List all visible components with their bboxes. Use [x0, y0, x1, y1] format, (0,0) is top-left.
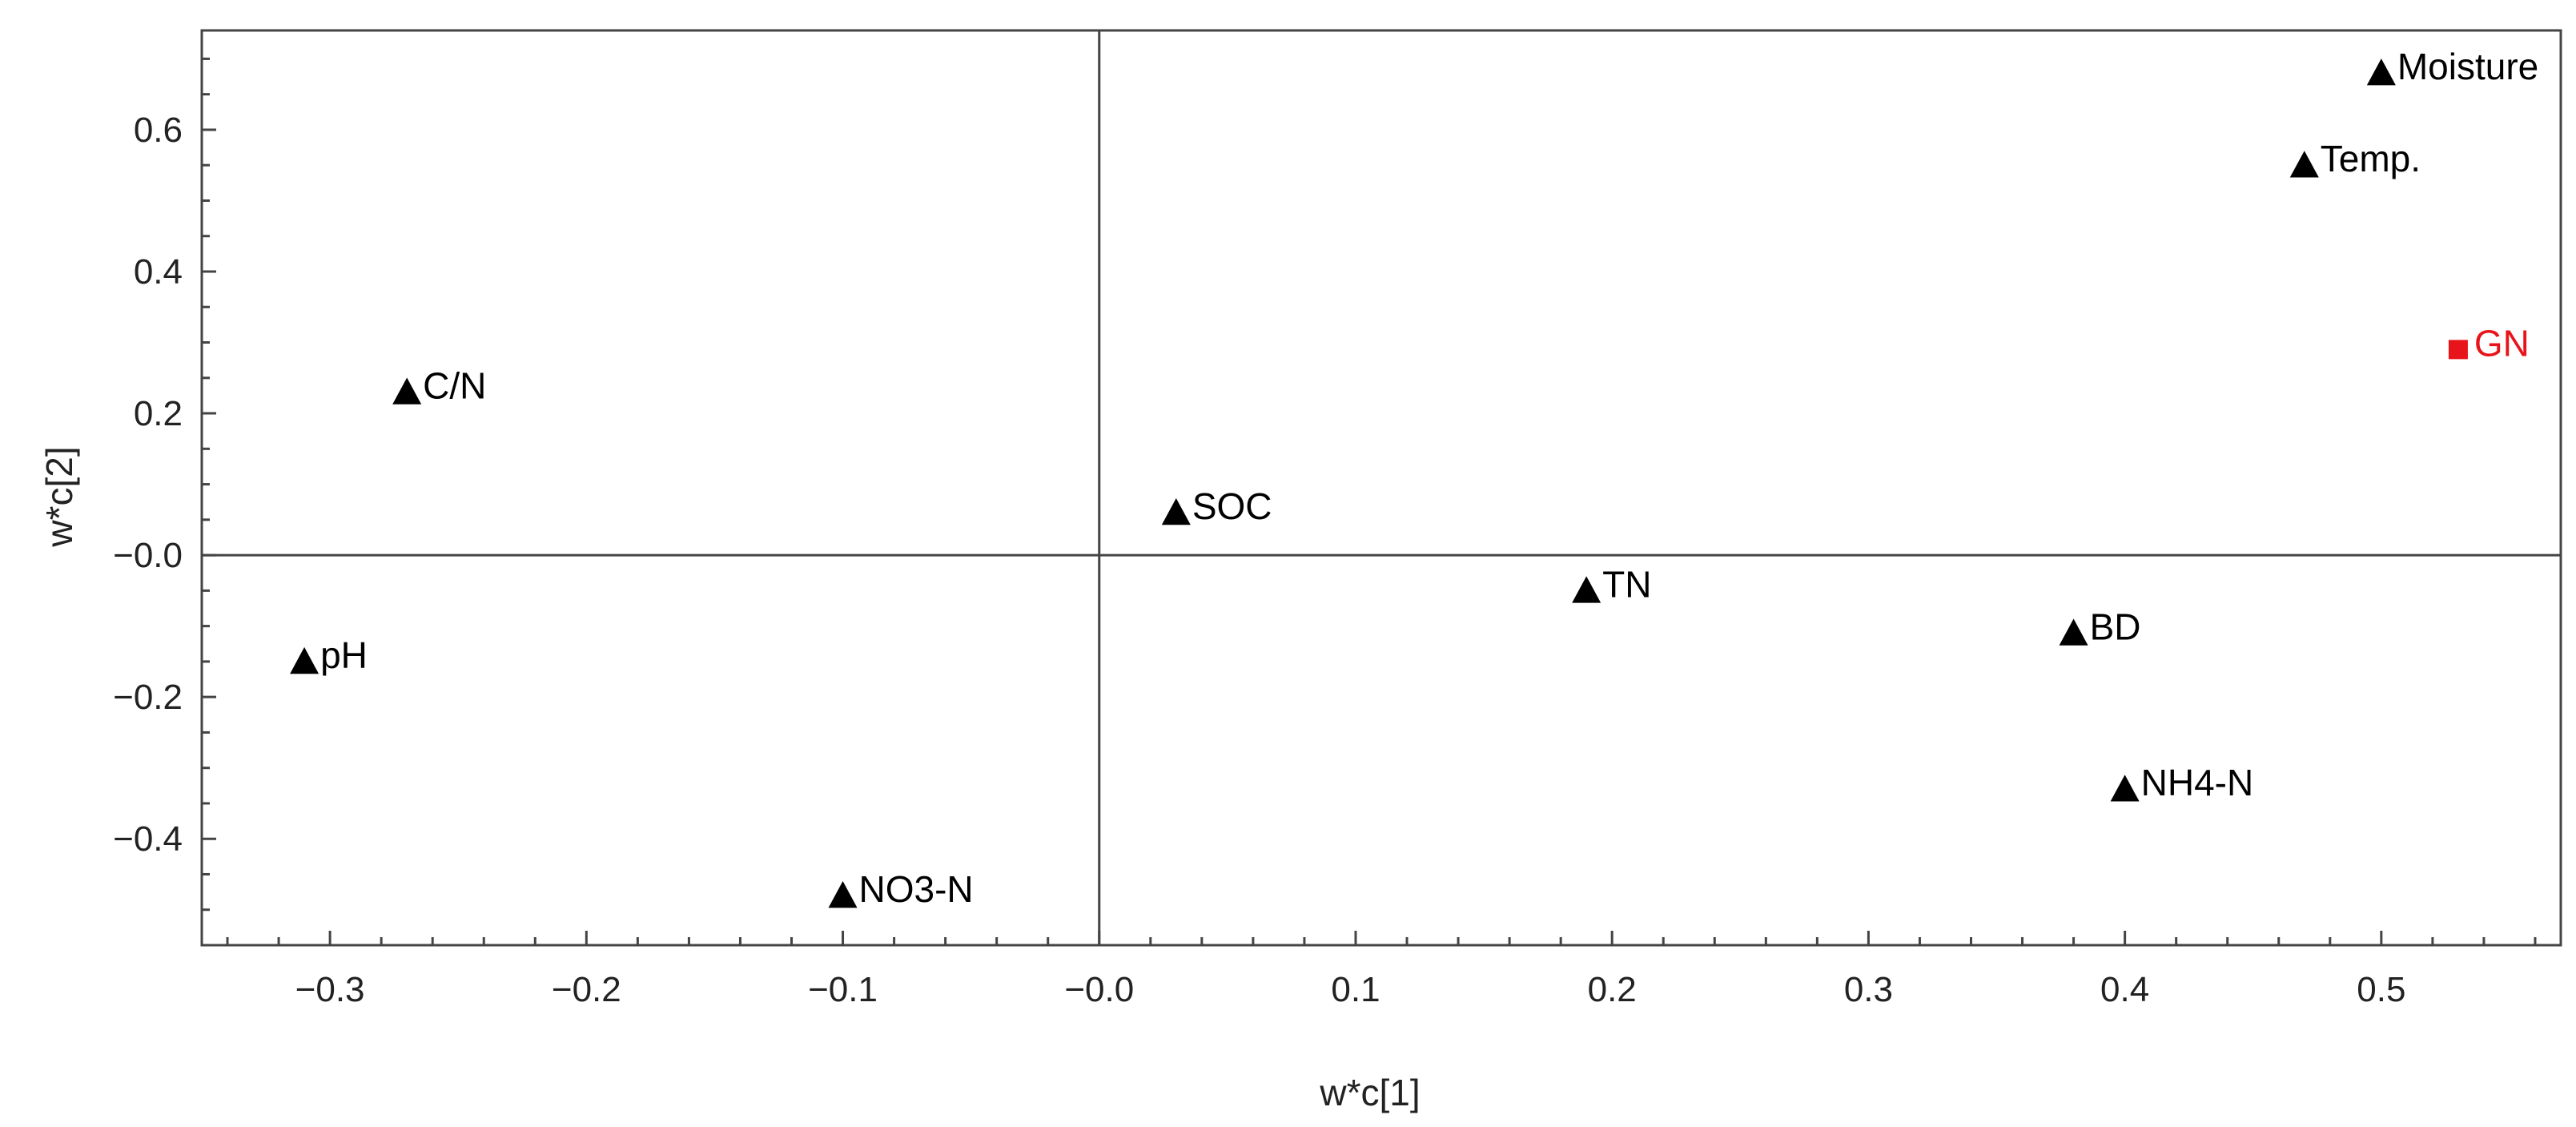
point-label: pH [320, 634, 368, 676]
data-point: TN [1572, 563, 1652, 605]
x-tick-label: −0.1 [808, 970, 878, 1009]
point-label: Temp. [2321, 138, 2421, 179]
point-label: TN [1602, 563, 1651, 605]
triangle-marker [2110, 775, 2140, 802]
point-label: GN [2474, 322, 2530, 364]
data-point: Temp. [2289, 138, 2421, 179]
y-tick-labels: 0.6 0.4 0.2 −0.0 −0.2 −0.4 [113, 111, 183, 859]
y-tick-label: 0.6 [134, 111, 183, 150]
triangle-marker [1572, 576, 1601, 603]
point-label: Moisture [2397, 46, 2538, 87]
point-label: NO3-N [859, 868, 974, 910]
point-label: SOC [1192, 485, 1272, 527]
data-point: SOC [1161, 485, 1272, 527]
point-label: BD [2090, 606, 2141, 647]
y-axis-label: w*c[2] [38, 446, 80, 547]
triangle-marker [2059, 618, 2088, 646]
triangle-marker [392, 377, 422, 405]
reference-lines [202, 30, 2561, 945]
data-points: Moisture Temp. GN C/N SOC TN BD pH NH4-N NO3-N [290, 46, 2538, 910]
data-point: NO3-N [828, 868, 974, 910]
y-tick-label: −0.0 [113, 536, 183, 575]
x-axis-label: w*c[1] [1319, 1072, 1420, 1113]
x-tick-label: 0.5 [2357, 970, 2405, 1009]
triangle-marker [828, 881, 858, 908]
x-tick-label: −0.2 [552, 970, 621, 1009]
y-tick-label: −0.2 [113, 678, 183, 717]
x-tick-label: −0.0 [1064, 970, 1134, 1009]
y-axis-ticks [202, 57, 216, 947]
point-label: NH4-N [2141, 762, 2254, 803]
point-label: C/N [423, 364, 486, 406]
data-point: C/N [392, 364, 486, 406]
triangle-marker [290, 646, 319, 674]
data-point: NH4-N [2110, 762, 2254, 803]
plot-frame [200, 29, 2562, 947]
x-tick-label: 0.1 [1331, 970, 1380, 1009]
y-tick-label: −0.4 [113, 819, 183, 859]
data-point: GN [2448, 322, 2530, 364]
x-tick-label: 0.4 [2100, 970, 2149, 1009]
x-tick-labels: −0.3 −0.2 −0.1 −0.0 0.1 0.2 0.3 0.4 0.5 [295, 970, 2406, 1009]
data-point: Moisture [2366, 46, 2538, 87]
x-axis-ticks [226, 931, 2537, 945]
square-marker [2448, 340, 2468, 360]
x-tick-label: 0.2 [1588, 970, 1637, 1009]
y-tick-label: 0.2 [134, 394, 183, 433]
x-tick-label: 0.3 [1844, 970, 1893, 1009]
data-point: BD [2059, 606, 2141, 647]
x-tick-label: −0.3 [295, 970, 365, 1009]
data-point: pH [290, 634, 368, 676]
triangle-marker [1161, 497, 1191, 525]
y-tick-label: 0.4 [134, 252, 183, 292]
triangle-marker [2289, 151, 2319, 178]
triangle-marker [2366, 58, 2396, 86]
